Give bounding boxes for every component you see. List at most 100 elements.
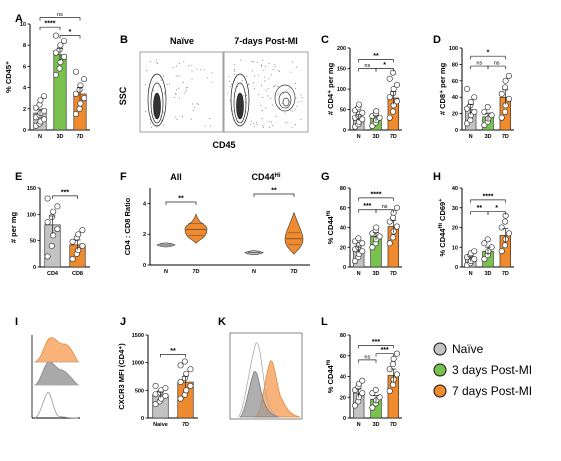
- flow-event-dot: [277, 93, 279, 95]
- data-point: [162, 385, 169, 392]
- x-tick-label-naive: Naive: [153, 422, 168, 428]
- flow-event-dot: [248, 83, 250, 85]
- flow-event-dot: [262, 59, 264, 61]
- flow-event-dot: [176, 65, 177, 67]
- data-point: [152, 382, 159, 389]
- flow-event-dot: [147, 87, 149, 89]
- data-point: [181, 358, 188, 365]
- flow-xlabel-cd45: CD45: [212, 140, 235, 150]
- data-point: [390, 214, 397, 221]
- histogram-i-isotype-curve: [34, 391, 79, 419]
- flow-event-dot: [211, 81, 213, 83]
- flow-event-dot: [291, 127, 293, 129]
- x-tick-label-7d: 7D: [390, 422, 397, 428]
- y-tick-label: 0: [455, 128, 458, 134]
- data-point: [369, 244, 376, 251]
- x-tick-label-7d: 7D: [502, 134, 509, 140]
- flow-event-dot: [268, 78, 270, 80]
- y-tick-label: 50: [30, 239, 36, 245]
- y-axis-label: CXCR3 MFI (CD4⁺): [117, 343, 126, 410]
- data-point: [484, 236, 491, 243]
- flow-event-dot: [183, 61, 185, 63]
- flow-event-dot: [253, 126, 255, 127]
- flow-event-dot: [278, 71, 280, 72]
- panel-label-h: H: [433, 171, 441, 183]
- violin-x-tick-label: 7D: [290, 269, 297, 275]
- data-point: [386, 94, 393, 101]
- flow-event-dot: [150, 126, 152, 128]
- flow-event-dot: [284, 122, 286, 124]
- flow-event-dot: [167, 83, 169, 85]
- flow-event-dot: [156, 59, 157, 61]
- data-point: [373, 224, 380, 231]
- y-axis-label-text: # per mg: [9, 211, 18, 243]
- significance-bracket: [59, 35, 81, 39]
- y-tick-label: 30: [452, 206, 458, 212]
- flow-event-dot: [252, 61, 254, 63]
- flow-title-7d: 7-days Post-MI: [234, 36, 298, 46]
- panel-label-j: J: [120, 316, 126, 328]
- flow-event-dot: [210, 125, 212, 127]
- data-point: [386, 240, 393, 247]
- significance-bracket: [375, 68, 394, 72]
- data-point: [187, 366, 194, 373]
- flow-event-dot: [229, 100, 231, 102]
- data-point: [352, 258, 359, 265]
- violin-significance-label: **: [178, 196, 184, 203]
- data-point: [471, 248, 478, 255]
- data-point: [352, 402, 359, 409]
- data-point: [69, 256, 76, 263]
- flow-event-dot: [267, 95, 269, 97]
- data-point: [72, 68, 79, 75]
- flow-event-dot: [250, 121, 252, 123]
- data-point: [481, 108, 488, 115]
- significance-label: ns: [382, 204, 388, 210]
- y-tick-label: 20: [340, 245, 346, 251]
- significance-label: ***: [372, 339, 380, 346]
- data-point: [72, 90, 79, 97]
- y-tick-label: 60: [340, 354, 346, 360]
- y-tick-label: 80: [452, 62, 458, 68]
- flow-event-dot: [150, 122, 152, 124]
- y-axis-label-text: % CD44: [326, 364, 335, 393]
- significance-label: **: [170, 348, 176, 355]
- y-tick-label: 0: [23, 128, 26, 134]
- data-point: [183, 370, 190, 377]
- data-point: [464, 86, 471, 93]
- violin-significance-bracket: [165, 201, 197, 205]
- flow-event-dot: [191, 78, 193, 80]
- y-tick-label: 0: [343, 416, 346, 422]
- violin-x-tick-label: N: [164, 269, 168, 275]
- flow-event-dot: [241, 80, 243, 82]
- flow-event-dot: [256, 123, 258, 125]
- flow-event-dot: [273, 85, 275, 87]
- violin-x-tick-label: N: [252, 269, 256, 275]
- panel-label-e: E: [15, 171, 22, 183]
- violin-title-cd44hi: CD44Hi: [251, 172, 280, 182]
- bar-chart-e: 0 50 100 150 # per mg CD4 CD8 ***: [9, 186, 90, 277]
- flow-event-dot: [262, 97, 264, 99]
- flow-event-dot: [161, 119, 163, 121]
- histogram-k-naive-curve: [239, 371, 281, 418]
- significance-label: ****: [45, 21, 56, 28]
- data-point: [369, 404, 376, 411]
- data-point: [187, 382, 194, 389]
- y-axis-label: # per mg: [9, 211, 18, 243]
- data-point: [498, 248, 505, 255]
- flow-event-dot: [260, 105, 262, 107]
- data-point: [50, 232, 57, 239]
- flow-event-dot: [261, 65, 262, 67]
- flow-event-dot: [185, 89, 187, 91]
- data-point: [359, 390, 366, 397]
- flow-plot-7d-frame: [223, 51, 309, 133]
- data-point: [471, 108, 478, 115]
- panel-label-i: I: [15, 316, 18, 328]
- data-point: [386, 388, 393, 395]
- violin-significance-bracket: [253, 193, 295, 197]
- x-tick-label-n: N: [357, 422, 361, 428]
- data-point: [481, 240, 488, 247]
- flow-event-dot: [268, 63, 270, 65]
- legend-label-3d: 3 days Post-MI: [452, 363, 532, 377]
